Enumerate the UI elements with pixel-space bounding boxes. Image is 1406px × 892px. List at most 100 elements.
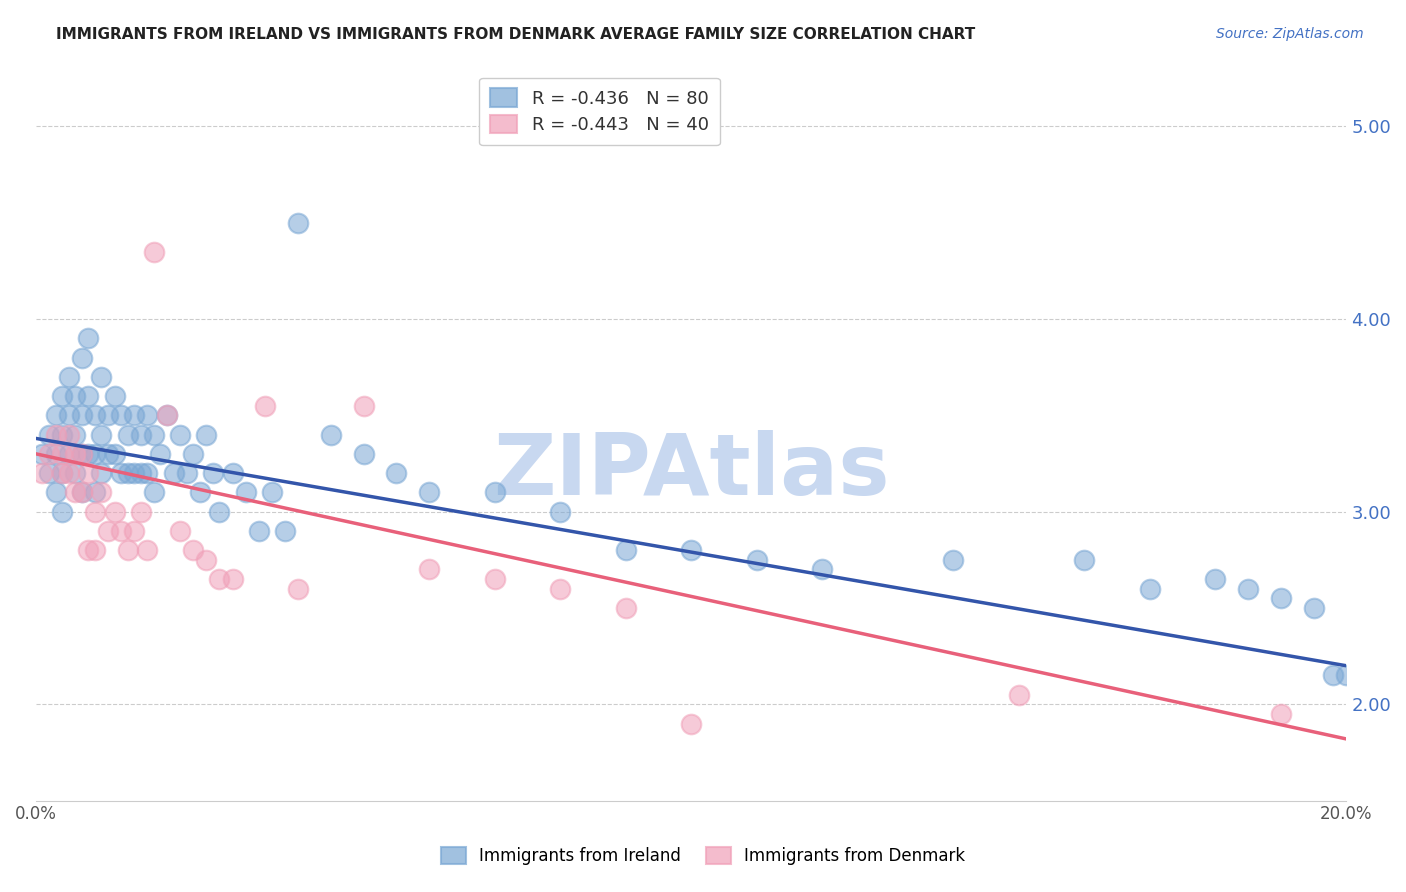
- Immigrants from Ireland: [51, 466, 73, 480]
- Immigrants from Ireland: [97, 447, 120, 461]
- Immigrants from Ireland: [84, 447, 107, 461]
- Immigrants from Ireland: [169, 427, 191, 442]
- Immigrants from Ireland: [129, 427, 152, 442]
- Immigrants from Ireland: [1270, 591, 1292, 606]
- Immigrants from Denmark: [1008, 688, 1031, 702]
- Immigrants from Ireland: [31, 447, 53, 461]
- Immigrants from Ireland: [1322, 668, 1344, 682]
- Immigrants from Ireland: [70, 447, 93, 461]
- Immigrants from Ireland: [103, 447, 125, 461]
- Text: Source: ZipAtlas.com: Source: ZipAtlas.com: [1216, 27, 1364, 41]
- Immigrants from Ireland: [353, 447, 375, 461]
- Immigrants from Ireland: [1139, 582, 1161, 596]
- Immigrants from Ireland: [385, 466, 408, 480]
- Immigrants from Ireland: [418, 485, 440, 500]
- Immigrants from Ireland: [1237, 582, 1260, 596]
- Immigrants from Ireland: [90, 466, 112, 480]
- Immigrants from Ireland: [156, 409, 179, 423]
- Immigrants from Denmark: [353, 399, 375, 413]
- Immigrants from Ireland: [1073, 553, 1095, 567]
- Immigrants from Ireland: [77, 331, 100, 345]
- Immigrants from Ireland: [103, 389, 125, 403]
- Immigrants from Ireland: [548, 505, 571, 519]
- Immigrants from Denmark: [1270, 706, 1292, 721]
- Immigrants from Ireland: [70, 409, 93, 423]
- Immigrants from Ireland: [97, 409, 120, 423]
- Immigrants from Denmark: [181, 543, 204, 558]
- Immigrants from Denmark: [70, 447, 93, 461]
- Immigrants from Denmark: [117, 543, 139, 558]
- Immigrants from Denmark: [221, 572, 243, 586]
- Immigrants from Ireland: [484, 485, 506, 500]
- Immigrants from Ireland: [260, 485, 283, 500]
- Immigrants from Denmark: [129, 505, 152, 519]
- Text: ZIPAtlas: ZIPAtlas: [494, 430, 890, 513]
- Immigrants from Denmark: [110, 524, 132, 538]
- Immigrants from Ireland: [90, 427, 112, 442]
- Immigrants from Denmark: [51, 466, 73, 480]
- Immigrants from Ireland: [319, 427, 342, 442]
- Immigrants from Ireland: [681, 543, 703, 558]
- Immigrants from Denmark: [77, 543, 100, 558]
- Immigrants from Ireland: [117, 466, 139, 480]
- Immigrants from Ireland: [181, 447, 204, 461]
- Immigrants from Ireland: [65, 427, 87, 442]
- Immigrants from Denmark: [65, 485, 87, 500]
- Immigrants from Denmark: [254, 399, 277, 413]
- Immigrants from Ireland: [122, 409, 145, 423]
- Immigrants from Ireland: [84, 409, 107, 423]
- Immigrants from Ireland: [201, 466, 224, 480]
- Immigrants from Ireland: [45, 447, 67, 461]
- Immigrants from Ireland: [110, 466, 132, 480]
- Immigrants from Ireland: [65, 389, 87, 403]
- Immigrants from Ireland: [77, 389, 100, 403]
- Immigrants from Ireland: [287, 216, 309, 230]
- Immigrants from Ireland: [195, 427, 218, 442]
- Immigrants from Ireland: [188, 485, 211, 500]
- Immigrants from Ireland: [45, 485, 67, 500]
- Immigrants from Ireland: [58, 369, 80, 384]
- Immigrants from Ireland: [122, 466, 145, 480]
- Immigrants from Ireland: [942, 553, 965, 567]
- Immigrants from Denmark: [58, 466, 80, 480]
- Legend: Immigrants from Ireland, Immigrants from Denmark: Immigrants from Ireland, Immigrants from…: [430, 837, 976, 875]
- Immigrants from Ireland: [38, 466, 60, 480]
- Immigrants from Denmark: [38, 447, 60, 461]
- Immigrants from Ireland: [90, 369, 112, 384]
- Immigrants from Ireland: [129, 466, 152, 480]
- Immigrants from Ireland: [274, 524, 297, 538]
- Immigrants from Denmark: [614, 601, 637, 615]
- Immigrants from Ireland: [84, 485, 107, 500]
- Immigrants from Denmark: [65, 447, 87, 461]
- Immigrants from Ireland: [117, 427, 139, 442]
- Immigrants from Denmark: [51, 447, 73, 461]
- Immigrants from Denmark: [169, 524, 191, 538]
- Immigrants from Ireland: [247, 524, 270, 538]
- Immigrants from Ireland: [745, 553, 768, 567]
- Immigrants from Denmark: [103, 505, 125, 519]
- Immigrants from Ireland: [149, 447, 172, 461]
- Immigrants from Denmark: [195, 553, 218, 567]
- Immigrants from Ireland: [110, 409, 132, 423]
- Immigrants from Denmark: [77, 466, 100, 480]
- Text: IMMIGRANTS FROM IRELAND VS IMMIGRANTS FROM DENMARK AVERAGE FAMILY SIZE CORRELATI: IMMIGRANTS FROM IRELAND VS IMMIGRANTS FR…: [56, 27, 976, 42]
- Immigrants from Ireland: [142, 485, 165, 500]
- Immigrants from Ireland: [136, 409, 159, 423]
- Immigrants from Ireland: [208, 505, 231, 519]
- Immigrants from Ireland: [58, 447, 80, 461]
- Immigrants from Ireland: [51, 427, 73, 442]
- Immigrants from Ireland: [176, 466, 198, 480]
- Immigrants from Ireland: [70, 351, 93, 365]
- Immigrants from Denmark: [156, 409, 179, 423]
- Immigrants from Denmark: [84, 543, 107, 558]
- Immigrants from Ireland: [614, 543, 637, 558]
- Immigrants from Ireland: [1302, 601, 1324, 615]
- Immigrants from Ireland: [1204, 572, 1226, 586]
- Immigrants from Denmark: [97, 524, 120, 538]
- Immigrants from Denmark: [548, 582, 571, 596]
- Immigrants from Denmark: [287, 582, 309, 596]
- Immigrants from Denmark: [58, 427, 80, 442]
- Immigrants from Denmark: [122, 524, 145, 538]
- Immigrants from Denmark: [681, 716, 703, 731]
- Immigrants from Denmark: [208, 572, 231, 586]
